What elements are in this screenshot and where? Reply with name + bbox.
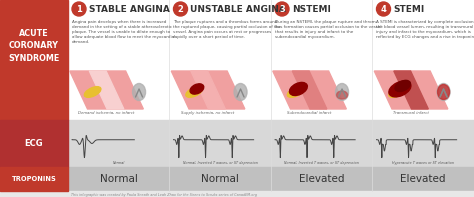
Text: ACUTE
CORONARY
SYNDROME: ACUTE CORONARY SYNDROME [9,29,60,63]
Polygon shape [171,71,245,109]
Text: STEMI: STEMI [393,5,425,14]
Circle shape [173,2,188,16]
Ellipse shape [438,85,449,99]
Ellipse shape [290,82,307,96]
Text: Demand ischemia, no infarct: Demand ischemia, no infarct [78,111,135,115]
Polygon shape [292,71,327,109]
Ellipse shape [234,84,247,100]
Ellipse shape [437,84,450,100]
Circle shape [72,2,86,16]
Text: 2: 2 [178,5,183,14]
Text: TROPONINS: TROPONINS [12,176,56,182]
Text: 1: 1 [76,5,82,14]
Bar [0,120,68,167]
Bar [0,167,68,191]
Ellipse shape [133,84,146,100]
Text: Hyperacute T waves or ST elevation: Hyperacute T waves or ST elevation [392,161,454,165]
Text: Normal: Normal [112,161,125,165]
Polygon shape [191,71,225,109]
Ellipse shape [395,80,410,91]
Circle shape [376,2,391,16]
Text: A STEMI is characterized by complete occlusion of
the blood vessel lumen, result: A STEMI is characterized by complete occ… [376,20,474,39]
Bar [0,167,474,191]
Circle shape [275,2,289,16]
Text: NSTEMI: NSTEMI [292,5,331,14]
Text: Normal: Normal [201,174,239,184]
Bar [0,120,474,167]
Ellipse shape [337,91,347,99]
Text: During an NSTEMI, the plaque rupture and throm-
bus formation causes partial occ: During an NSTEMI, the plaque rupture and… [275,20,382,39]
Text: Normal: Normal [100,174,137,184]
Text: 3: 3 [279,5,285,14]
Text: STABLE ANGINA: STABLE ANGINA [89,5,170,14]
Ellipse shape [84,87,101,97]
Polygon shape [273,71,346,109]
Ellipse shape [389,87,405,97]
Text: This infographic was created by Paula Sneath and Leah Zhao for the Sirens to Scr: This infographic was created by Paula Sn… [71,193,257,197]
Ellipse shape [287,87,304,97]
Ellipse shape [186,87,202,97]
Text: UNSTABLE ANGINA: UNSTABLE ANGINA [191,5,286,14]
Text: Transmural infarct: Transmural infarct [393,111,429,115]
Text: ECG: ECG [25,139,43,148]
Text: Normal, Inverted T waves, or ST depression: Normal, Inverted T waves, or ST depressi… [284,161,359,165]
Polygon shape [374,71,448,109]
Polygon shape [89,71,124,109]
Text: Supply ischemia, no infarct: Supply ischemia, no infarct [182,111,235,115]
Polygon shape [70,71,143,109]
Text: Angina pain develops when there is increased
demand in the setting of a stable a: Angina pain develops when there is incre… [72,20,175,44]
Polygon shape [394,71,428,109]
Ellipse shape [190,84,204,94]
Bar [68,0,474,120]
Text: The plaque ruptures and a thrombus forms around
the ruptured plaque, causing par: The plaque ruptures and a thrombus forms… [173,20,281,39]
Text: Subendocardial infarct: Subendocardial infarct [287,111,332,115]
Bar [0,0,68,120]
Bar [0,191,474,197]
Text: 4: 4 [381,5,386,14]
Text: Elevated: Elevated [299,174,345,184]
Text: Elevated: Elevated [401,174,446,184]
Text: Normal, Inverted T waves, or ST depression: Normal, Inverted T waves, or ST depressi… [183,161,258,165]
Ellipse shape [389,81,411,97]
Ellipse shape [336,84,348,100]
